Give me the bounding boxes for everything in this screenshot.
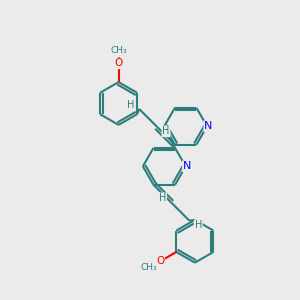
Text: CH₃: CH₃ (141, 263, 158, 272)
Text: H: H (194, 220, 202, 230)
Text: CH₃: CH₃ (110, 46, 127, 56)
Text: N: N (204, 121, 213, 131)
Text: H: H (159, 193, 166, 203)
Text: O: O (156, 256, 164, 266)
Text: O: O (114, 58, 123, 68)
Text: N: N (183, 161, 191, 171)
Text: H: H (127, 100, 134, 110)
Text: H: H (162, 126, 170, 136)
